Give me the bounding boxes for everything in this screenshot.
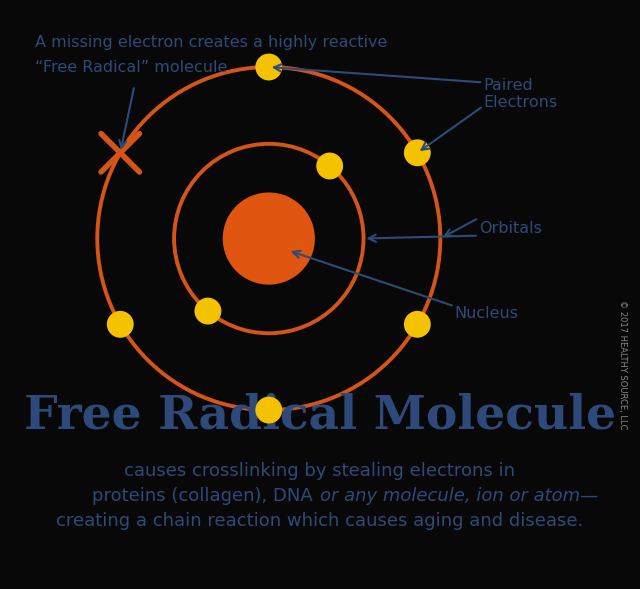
Ellipse shape	[255, 54, 282, 81]
Ellipse shape	[404, 311, 431, 337]
Ellipse shape	[316, 153, 343, 180]
Ellipse shape	[404, 140, 431, 166]
Ellipse shape	[255, 396, 282, 423]
Text: proteins (collagen), DNA: proteins (collagen), DNA	[92, 487, 319, 505]
Text: Nucleus: Nucleus	[454, 306, 518, 321]
Ellipse shape	[223, 193, 315, 284]
Text: Free Radical Molecule: Free Radical Molecule	[24, 392, 616, 438]
Text: Paired
Electrons: Paired Electrons	[483, 78, 557, 111]
Text: creating a chain reaction which causes aging and disease.: creating a chain reaction which causes a…	[56, 512, 584, 530]
Ellipse shape	[195, 297, 221, 325]
Text: © 2017 HEALTHY SOURCE, LLC: © 2017 HEALTHY SOURCE, LLC	[618, 300, 627, 430]
Text: causes crosslinking by stealing electrons in: causes crosslinking by stealing electron…	[125, 462, 515, 480]
Text: A missing electron creates a highly reactive: A missing electron creates a highly reac…	[35, 35, 388, 50]
Text: or any molecule, ion or atom—: or any molecule, ion or atom—	[320, 487, 598, 505]
Text: Orbitals: Orbitals	[479, 221, 541, 236]
Text: “Free Radical” molecule: “Free Radical” molecule	[35, 61, 228, 75]
Ellipse shape	[107, 311, 134, 337]
